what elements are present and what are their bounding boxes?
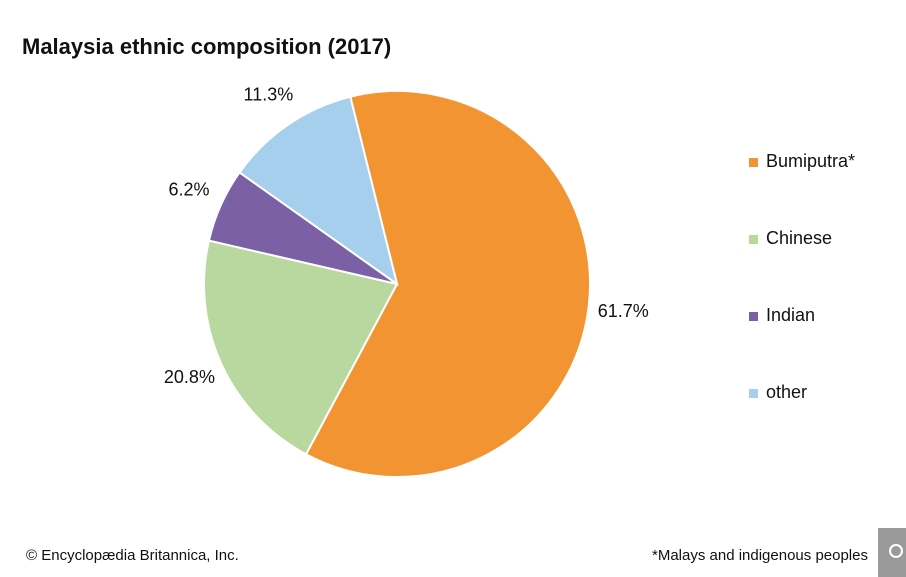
pie-slice [203, 239, 399, 456]
value-label: 20.8% [164, 367, 215, 387]
footnote: *Malays and indigenous peoples [652, 547, 868, 564]
overlay-icon-glyph [889, 544, 903, 558]
legend-label: Bumiputra* [766, 151, 855, 171]
legend-label: other [766, 382, 807, 402]
chart-title: Malaysia ethnic composition (2017) [22, 34, 391, 59]
legend-swatch [749, 158, 758, 167]
legend-label: Chinese [766, 228, 832, 248]
legend-swatch [749, 312, 758, 321]
value-label: 61.7% [598, 301, 649, 321]
value-label: 11.3% [244, 84, 294, 104]
pie-slice [304, 90, 591, 478]
legend-swatch [749, 389, 758, 398]
credit: © Encyclopædia Britannica, Inc. [26, 547, 239, 564]
pie-slice [238, 95, 399, 287]
legend-swatch [749, 235, 758, 244]
legend-label: Indian [766, 305, 815, 325]
value-label: 6.2% [168, 179, 209, 199]
